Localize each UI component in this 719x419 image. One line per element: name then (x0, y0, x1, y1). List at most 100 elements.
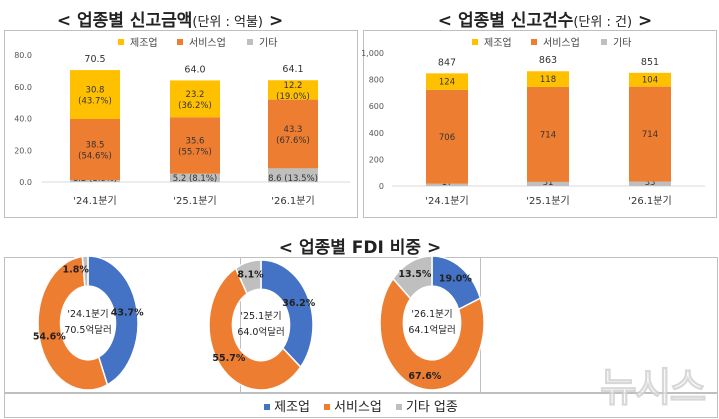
category-label: '24.1분기 (425, 195, 468, 207)
donut-slice-기타 업종 (392, 255, 433, 300)
amount-chart-title: < 업종별 신고금액(단위 : 억불) > (50, 6, 290, 31)
category-label: '25.1분기 (173, 195, 216, 207)
data-label: 104 (642, 76, 658, 86)
data-label: 706 (439, 133, 455, 143)
bar-segment-제조업 (70, 70, 120, 119)
y-tick-label: 1,000 (361, 49, 384, 58)
watermark: 뉴시스 (599, 365, 706, 412)
bar-segment-기타 (70, 180, 120, 182)
count-bar-chart: 02004006008001,000제조업서비스업기타17706124847'2… (361, 36, 705, 207)
amount-title-main: < 업종별 신고금액 (56, 11, 193, 31)
legend-swatch (531, 39, 537, 45)
legend-label: 서비스업 (189, 36, 226, 49)
donut-label: 8.1% (237, 270, 264, 281)
count-chart-title: < 업종별 신고건수(단위 : 건) > (410, 6, 680, 31)
legend-label: 기타 (613, 37, 631, 49)
donut-center-total: 70.5억달러 (64, 324, 111, 336)
donut-legend: 제조업 서비스업 기타 업종 (4, 392, 718, 418)
data-label: 5.2 (8.1%) (173, 174, 217, 184)
total-label: 847 (438, 57, 456, 68)
legend-swatch-gray (395, 404, 402, 410)
bar-segment-제조업 (426, 73, 468, 90)
data-label: 714 (540, 130, 556, 140)
bar-segment-제조업 (170, 80, 220, 118)
donut-slice-서비스업 (208, 267, 302, 391)
total-label: 64.1 (282, 64, 303, 75)
bar-segment-기타 (426, 183, 468, 186)
y-tick-label: 200 (369, 155, 384, 164)
data-label: 30.8 (86, 86, 105, 96)
legend-swatch (247, 39, 253, 45)
data-label: 12.2 (284, 81, 303, 91)
bar-segment-기타 (170, 173, 220, 182)
donut-label: 19.0% (439, 274, 472, 285)
donut-center-total: 64.1억달러 (408, 324, 455, 336)
total-label: 64.0 (184, 64, 205, 75)
y-tick-label: 600 (369, 102, 384, 111)
count-title-main: < 업종별 신고건수 (437, 11, 574, 31)
total-label: 70.5 (84, 54, 105, 65)
data-label: 124 (439, 78, 455, 88)
bar-segment-서비스업 (268, 99, 318, 169)
donut-center-total: 64.0억달러 (237, 326, 284, 338)
data-label-percent: (19.0%) (276, 92, 310, 102)
legend-service: 서비스업 (324, 396, 382, 415)
legend-label: 기타 업종 (405, 399, 458, 415)
legend-swatch-blue (264, 404, 271, 410)
total-label: 851 (641, 57, 659, 68)
data-label: 38.5 (86, 141, 105, 151)
data-label: 43.3 (284, 125, 303, 135)
donut-slice-서비스업 (37, 255, 109, 391)
bar-segment-기타 (527, 181, 569, 186)
data-label: 8.6 (13.5%) (268, 174, 318, 184)
legend-label: 기타 (259, 37, 277, 49)
legend-label: 제조업 (274, 399, 311, 415)
legend-swatch (601, 39, 607, 45)
legend-swatch (118, 39, 124, 45)
bar-segment-서비스업 (170, 117, 220, 174)
y-tick-label: 60.0 (14, 83, 32, 92)
legend-swatch-orange (324, 404, 331, 410)
data-label-percent: (67.6%) (276, 136, 310, 146)
bar-segment-서비스업 (629, 86, 671, 182)
legend-manufacturing: 제조업 (264, 396, 310, 415)
legend-label: 서비스업 (543, 36, 580, 49)
category-label: '24.1분기 (73, 195, 116, 207)
legend-other: 기타 업종 (395, 396, 458, 415)
y-tick-label: 40.0 (14, 115, 32, 124)
data-label: 714 (642, 130, 658, 140)
bar-segment-제조업 (527, 71, 569, 87)
data-label: 31 (543, 178, 554, 188)
donut-label: 54.6% (33, 332, 66, 343)
y-tick-label: 0 (379, 182, 384, 191)
donut-slice-서비스업 (379, 277, 485, 391)
data-label-percent: (55.7%) (178, 147, 212, 157)
donut-slice-기타 업종 (81, 255, 89, 288)
data-label: 35.6 (186, 136, 205, 146)
y-tick-label: 400 (369, 129, 384, 138)
legend-label: 제조업 (484, 36, 512, 49)
y-tick-label: 0.0 (19, 178, 32, 187)
bar-segment-제조업 (268, 80, 318, 100)
share-chart-title: < 업종별 FDI 비중 > (278, 238, 442, 258)
data-label-percent: (54.6%) (78, 152, 112, 162)
bar-segment-서비스업 (70, 118, 120, 181)
count-title-end: > (637, 11, 653, 31)
bar-segment-서비스업 (527, 86, 569, 182)
category-label: '26.1분기 (628, 195, 671, 207)
donut-label: 36.2% (282, 298, 315, 309)
donut-center-period: '26.1분기 (411, 309, 452, 320)
category-label: '25.1분기 (526, 195, 569, 207)
donut-label: 67.6% (408, 371, 441, 382)
legend-label: 제조업 (130, 36, 158, 49)
donut-label: 43.7% (111, 307, 144, 318)
donut-slice-제조업 (87, 255, 139, 386)
total-label: 863 (539, 55, 557, 66)
donut-label: 55.7% (212, 353, 245, 364)
y-tick-label: 800 (369, 76, 384, 85)
legend-label: 서비스업 (334, 399, 382, 415)
donut-label: 1.8% (63, 264, 90, 275)
donut-panel-26 (480, 257, 718, 394)
bar-segment-제조업 (629, 72, 671, 87)
